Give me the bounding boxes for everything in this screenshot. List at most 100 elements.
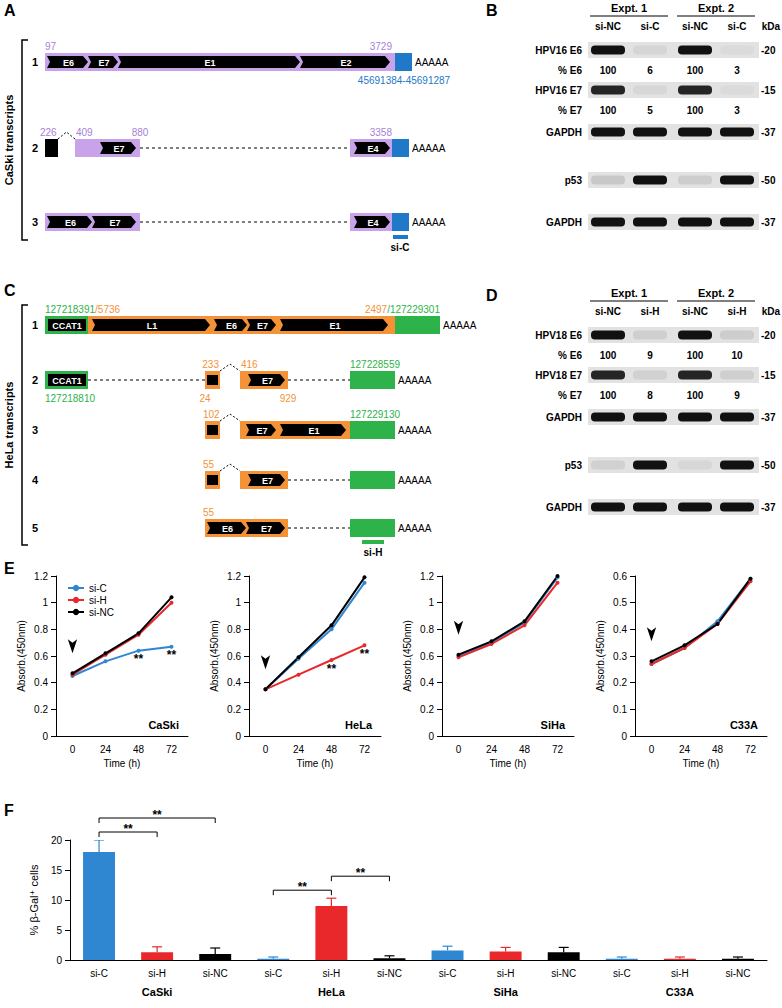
svg-text:Time (h): Time (h) — [297, 758, 334, 769]
svg-text:Absorb.(450nm): Absorb.(450nm) — [402, 620, 413, 692]
svg-text:4: 4 — [32, 474, 39, 486]
svg-text:HeLa: HeLa — [318, 986, 346, 998]
svg-text:1.2: 1.2 — [34, 571, 48, 582]
svg-text:AAAAA: AAAAA — [412, 217, 446, 228]
svg-text:0: 0 — [235, 731, 241, 742]
svg-text:929: 929 — [280, 393, 297, 404]
svg-text:AAAAA: AAAAA — [398, 523, 432, 534]
svg-text:Time (h): Time (h) — [104, 758, 141, 769]
svg-text:**: ** — [360, 647, 370, 661]
svg-text:-37: -37 — [761, 502, 776, 513]
svg-text:si-H: si-H — [148, 968, 166, 979]
svg-text:0.1: 0.1 — [613, 704, 627, 715]
svg-text:3358: 3358 — [370, 127, 393, 138]
svg-text:1: 1 — [32, 56, 38, 68]
svg-text:100: 100 — [600, 390, 617, 401]
svg-text:1.2: 1.2 — [227, 571, 241, 582]
svg-text:0: 0 — [621, 731, 627, 742]
svg-text:0: 0 — [649, 744, 655, 755]
svg-text:si-C: si-C — [89, 583, 107, 594]
svg-text:E4: E4 — [367, 144, 378, 154]
svg-text:3: 3 — [32, 216, 38, 228]
svg-text:5: 5 — [32, 522, 38, 534]
svg-text:127218810: 127218810 — [45, 393, 95, 404]
svg-text:si-NC: si-NC — [682, 21, 708, 32]
svg-text:si-C: si-C — [90, 968, 108, 979]
svg-text:E2: E2 — [340, 58, 351, 68]
svg-text:3729: 3729 — [370, 41, 393, 52]
svg-text:-15: -15 — [761, 370, 776, 381]
svg-text:si-NC: si-NC — [89, 607, 114, 618]
svg-text:100: 100 — [600, 350, 617, 361]
svg-text:si-H: si-H — [728, 306, 747, 317]
svg-text:0.8: 0.8 — [420, 624, 434, 635]
svg-text:5: 5 — [56, 925, 62, 936]
svg-text:C33A: C33A — [666, 986, 694, 998]
svg-text:CaSki transcripts: CaSki transcripts — [3, 95, 15, 185]
svg-text:5: 5 — [647, 105, 653, 116]
svg-text:GAPDH: GAPDH — [546, 217, 582, 228]
svg-text:AAAAA: AAAAA — [398, 475, 432, 486]
svg-text:24: 24 — [100, 744, 112, 755]
svg-text:72: 72 — [359, 744, 371, 755]
svg-text:0.6: 0.6 — [613, 571, 627, 582]
svg-text:E7: E7 — [256, 426, 267, 436]
svg-text:si-NC: si-NC — [682, 306, 708, 317]
svg-text:B: B — [486, 2, 498, 19]
svg-text:2497/127229301: 2497/127229301 — [365, 304, 441, 315]
svg-text:48: 48 — [133, 744, 145, 755]
svg-text:si-C: si-C — [264, 968, 282, 979]
svg-text:-37: -37 — [761, 412, 776, 423]
svg-text:127229130: 127229130 — [350, 409, 400, 420]
svg-text:E7: E7 — [113, 144, 124, 154]
svg-text:Expt. 2: Expt. 2 — [698, 2, 734, 14]
svg-text:E7: E7 — [262, 376, 273, 386]
svg-text:24: 24 — [293, 744, 305, 755]
svg-text:0: 0 — [456, 744, 462, 755]
svg-text:0.2: 0.2 — [227, 704, 241, 715]
svg-text:E7: E7 — [262, 476, 273, 486]
svg-text:Absorb.(450nm): Absorb.(450nm) — [209, 620, 220, 692]
svg-text:Absorb.(450nm): Absorb.(450nm) — [16, 620, 27, 692]
svg-text:HPV18 E6: HPV18 E6 — [535, 330, 582, 341]
svg-text:102: 102 — [203, 409, 220, 420]
svg-text:-37: -37 — [761, 127, 776, 138]
svg-text:880: 880 — [132, 127, 149, 138]
svg-text:HPV16 E7: HPV16 E7 — [535, 85, 582, 96]
svg-text:0.4: 0.4 — [227, 677, 241, 688]
svg-text:233: 233 — [202, 359, 219, 370]
svg-text:E1: E1 — [308, 426, 319, 436]
svg-text:% E7: % E7 — [558, 105, 582, 116]
svg-text:-50: -50 — [761, 460, 776, 471]
svg-text:1: 1 — [428, 597, 434, 608]
svg-text:si-NC: si-NC — [551, 968, 576, 979]
svg-text:15: 15 — [51, 865, 63, 876]
svg-text:45691384-45691287: 45691384-45691287 — [358, 75, 451, 86]
svg-text:E7: E7 — [109, 218, 120, 228]
svg-text:AAAAA: AAAAA — [412, 143, 446, 154]
svg-text:55: 55 — [203, 459, 215, 470]
svg-text:AAAAA: AAAAA — [443, 320, 477, 331]
svg-text:si-H: si-H — [497, 968, 515, 979]
svg-text:1: 1 — [32, 319, 38, 331]
svg-text:72: 72 — [166, 744, 178, 755]
svg-text:si-NC: si-NC — [725, 968, 750, 979]
svg-text:0.6: 0.6 — [34, 651, 48, 662]
svg-text:si-C: si-C — [391, 242, 410, 253]
svg-text:**: ** — [123, 822, 133, 836]
svg-text:48: 48 — [519, 744, 531, 755]
svg-text:0.2: 0.2 — [613, 677, 627, 688]
svg-text:AAAAA: AAAAA — [398, 425, 432, 436]
svg-text:kDa: kDa — [762, 306, 781, 317]
svg-text:-37: -37 — [761, 217, 776, 228]
svg-text:0: 0 — [42, 731, 48, 742]
svg-text:E1: E1 — [329, 321, 340, 331]
svg-text:Expt. 2: Expt. 2 — [698, 287, 734, 299]
svg-text:2: 2 — [32, 142, 38, 154]
svg-text:100: 100 — [687, 350, 704, 361]
svg-text:409: 409 — [76, 127, 93, 138]
svg-text:24: 24 — [199, 393, 211, 404]
svg-text:AAAAA: AAAAA — [415, 57, 449, 68]
svg-text:CaSki: CaSki — [148, 719, 179, 731]
svg-text:E6: E6 — [65, 218, 76, 228]
